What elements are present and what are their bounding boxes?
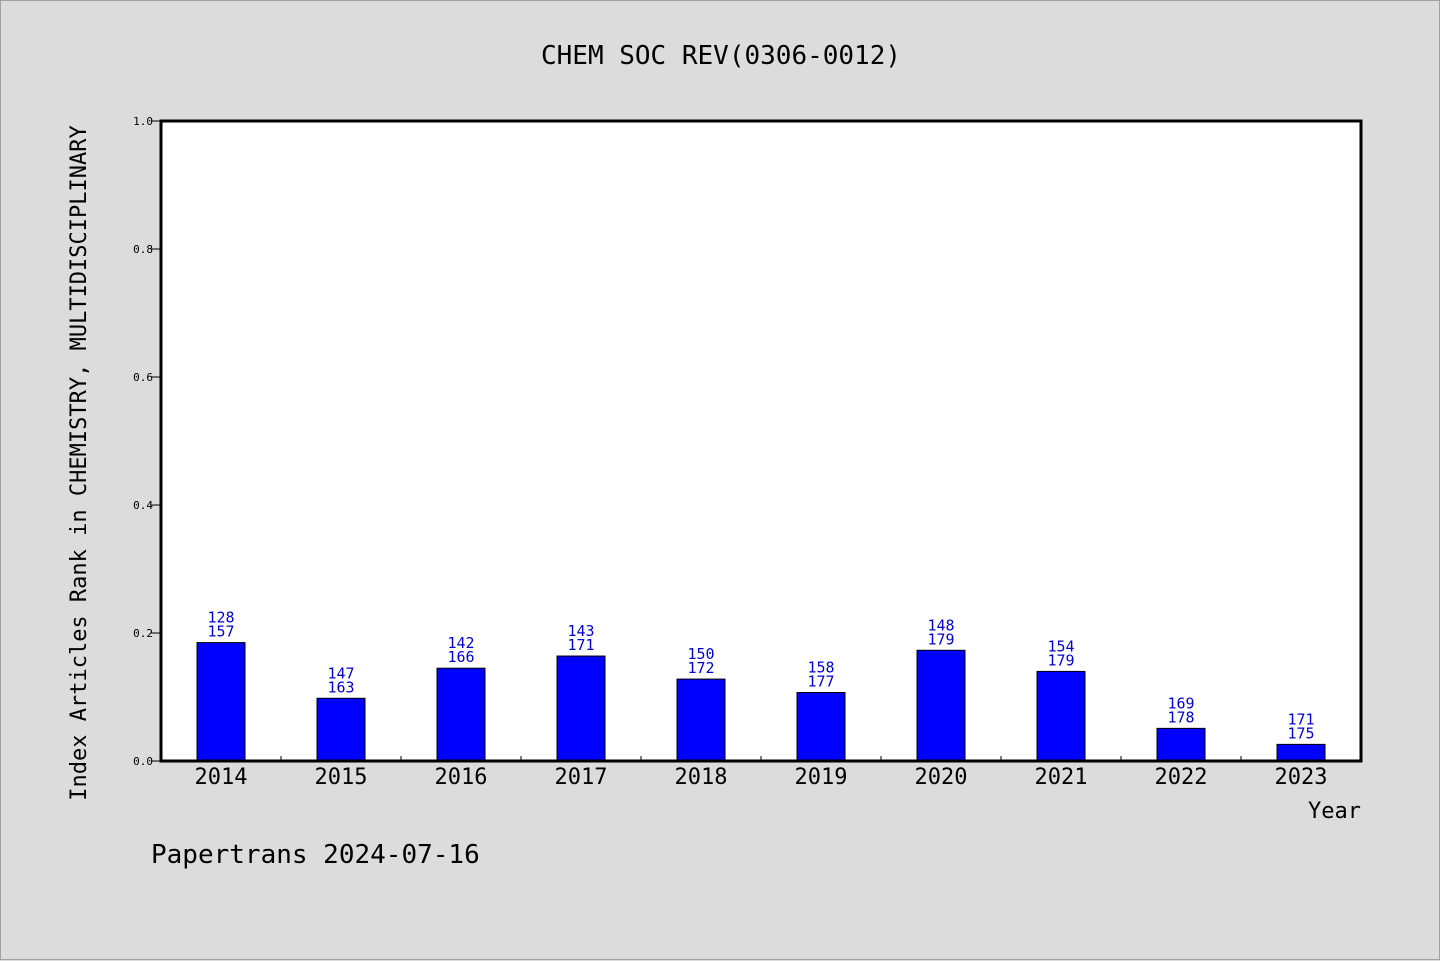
bar-2015 <box>316 697 366 762</box>
chart-title: CHEM SOC REV(0306-0012) <box>541 41 901 71</box>
y-tick-label: 0.6 <box>133 371 153 384</box>
data-label-total: 172 <box>687 659 714 677</box>
data-label-total: 179 <box>927 630 954 648</box>
data-label-total: 177 <box>807 673 834 691</box>
data-label-total: 179 <box>1047 651 1074 669</box>
data-label-total: 163 <box>327 678 354 696</box>
x-tick-label: 2020 <box>915 765 968 790</box>
data-label-rank: 158 <box>807 659 834 677</box>
x-axis-label: Year <box>1308 799 1361 824</box>
x-tick-label: 2016 <box>435 765 488 790</box>
data-label-rank: 142 <box>447 634 474 652</box>
y-tick-label: 1.0 <box>133 115 153 128</box>
bar-2014 <box>196 642 246 762</box>
x-tick-label: 2019 <box>795 765 848 790</box>
bar-2016 <box>436 667 486 762</box>
y-tick-label: 0.4 <box>133 499 153 512</box>
y-tick-label: 0.2 <box>133 627 153 640</box>
y-tick-label: 0.0 <box>133 755 153 768</box>
x-tick-label: 2015 <box>315 765 368 790</box>
data-label-rank: 150 <box>687 645 714 663</box>
x-tick-label: 2014 <box>195 765 248 790</box>
data-label-rank: 143 <box>567 622 594 640</box>
bar-2020 <box>916 649 966 762</box>
x-tick-label: 2021 <box>1035 765 1088 790</box>
data-label-rank: 148 <box>927 616 954 634</box>
data-label-total: 171 <box>567 636 594 654</box>
footer-text: Papertrans 2024-07-16 <box>151 840 480 870</box>
data-label-rank: 154 <box>1047 637 1074 655</box>
bar-2018 <box>676 678 726 762</box>
bar-2023 <box>1276 743 1326 762</box>
x-tick-label: 2022 <box>1155 765 1208 790</box>
bar-2021 <box>1036 670 1086 762</box>
bar-2022 <box>1156 727 1206 762</box>
x-tick-label: 2017 <box>555 765 608 790</box>
data-label-total: 175 <box>1287 724 1314 742</box>
y-tick-label: 0.8 <box>133 243 153 256</box>
data-label-total: 157 <box>207 623 234 641</box>
bar-2019 <box>796 692 846 762</box>
data-label-total: 166 <box>447 648 474 666</box>
x-tick-label: 2018 <box>675 765 728 790</box>
data-label-rank: 169 <box>1167 694 1194 712</box>
data-label-total: 178 <box>1167 708 1194 726</box>
y-axis-label: Index Articles Rank in CHEMISTRY, MULTID… <box>67 125 92 801</box>
plot-area <box>161 121 1361 761</box>
data-label-rank: 147 <box>327 664 354 682</box>
bar-2017 <box>556 655 606 762</box>
x-tick-label: 2023 <box>1275 765 1328 790</box>
data-label-rank: 128 <box>207 609 234 627</box>
data-label-rank: 171 <box>1287 710 1314 728</box>
plot-border <box>159 119 1363 763</box>
